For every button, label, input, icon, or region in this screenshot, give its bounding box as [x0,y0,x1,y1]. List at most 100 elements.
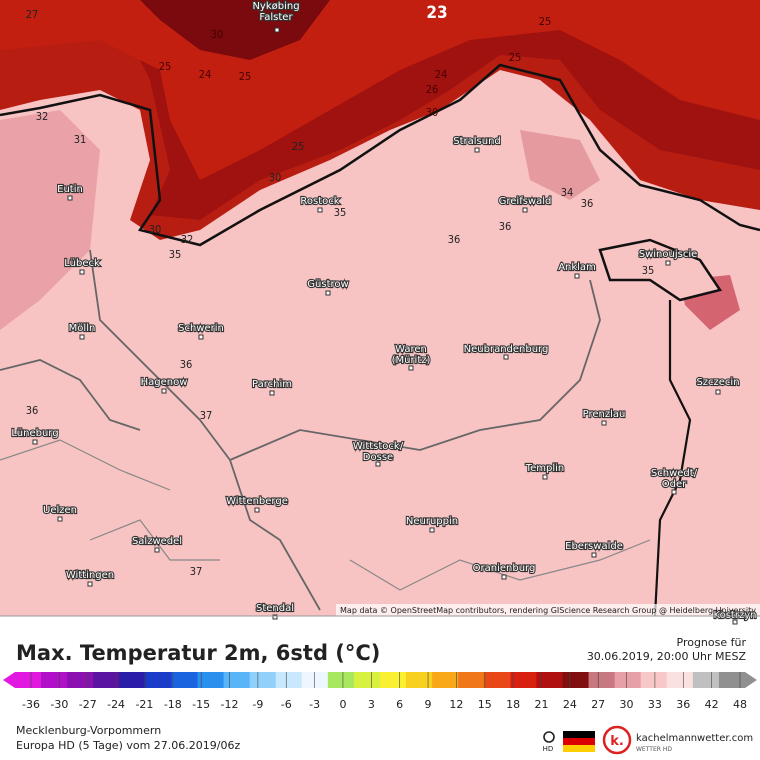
brand: kachelmannwetter.com [636,733,753,744]
colorbar-tick-label: -21 [135,698,153,711]
flag [563,745,595,752]
colorbar-tick-label: 27 [591,698,605,711]
sea-dark [140,0,330,60]
city-label: Lübeck [64,258,100,269]
city-marker [715,389,721,395]
colorbar-swatch [458,672,485,688]
city-label: Mölln [69,323,96,334]
logo-k: k. [610,734,624,749]
isotherm-label: 25 [292,140,305,153]
city-label: Wittstock/ [353,441,404,452]
city-marker [161,388,167,394]
city-label: Oranienburg [473,563,536,574]
colorbar-swatch [614,672,642,688]
colorbar-tick-label: -15 [192,698,210,711]
city-marker [408,365,414,371]
colorbar-swatch [484,672,511,688]
city-label: Güstrow [307,279,348,290]
isotherm-label: 32 [181,233,194,246]
colorbar-swatch [249,672,277,688]
model-run: Europa HD (5 Tage) vom 27.06.2019/06z [16,739,240,752]
map: Map data © OpenStreetMap contributors, r… [0,0,760,625]
isotherm-label: 23 [426,3,447,23]
city-marker [32,439,38,445]
city-label: Rostock [300,196,339,207]
colorbar-swatch [432,672,459,688]
city-marker [665,260,671,266]
city-label: Greifswald [499,196,552,207]
city-label: Waren [395,344,427,355]
colorbar-swatch [145,672,172,688]
city-marker [325,290,331,296]
colorbar-swatch [562,672,590,688]
city-label: Parchim [252,379,292,390]
city-label: Lüneburg [11,428,58,439]
colorbar-tick-label: 33 [648,698,662,711]
city-label: Hagenow [141,377,188,388]
brand-sub: WETTER HD [636,746,672,753]
isotherm-label: 24 [199,68,212,81]
city-label: Stralsund [453,136,501,147]
city-marker [591,552,597,558]
colorbar-swatch [41,672,68,688]
isotherm-label: 25 [539,15,552,28]
city-label: Schwedt/ [651,468,698,479]
colorbar-swatch [666,672,694,688]
colorbar-swatch [380,672,407,688]
colorbar-tick-label: 0 [339,698,346,711]
city-marker [429,527,435,533]
city-marker [501,574,507,580]
isotherm-label: 36 [26,404,39,417]
attribution-bg [336,604,760,616]
isotherm-label: 34 [561,186,574,199]
colorbar-arrow-right [745,672,757,688]
colorbar-tick-label: -12 [221,698,239,711]
warm-area [0,110,100,330]
city-label: Dosse [363,452,393,463]
colorbar-tick-label: 48 [733,698,747,711]
colorbar-tick-label: -36 [22,698,40,711]
city-label: (Müritz) [392,355,431,366]
colorbar-tick-label: 24 [563,698,577,711]
city-label: Anklam [558,262,596,273]
city-label: Uelzen [43,505,77,516]
hd-label: HD [543,745,554,753]
lagoon [598,238,723,302]
colorbar-tick-label: 3 [368,698,375,711]
colorbar-tick-label: -9 [252,698,263,711]
city-label: Eutin [57,184,83,195]
isotherm-label: 35 [334,206,347,219]
search-icon[interactable] [543,731,555,743]
city-label: Prenzlau [583,409,626,420]
colorbar-tick-label: 15 [478,698,492,711]
city-marker [671,489,677,495]
colorbar-tick-label: -3 [309,698,320,711]
state-border [0,249,601,611]
city-marker [254,507,260,513]
coastline [0,63,760,247]
isotherm-label: 36 [180,358,193,371]
colorbar-swatch [223,672,251,688]
colorbar-swatch [15,672,42,688]
colorbar-swatch [197,672,225,688]
colorbar-swatch [119,672,146,688]
city-marker [522,207,528,213]
forecast-label: Prognose für [677,636,747,649]
colorbar-tick-label: -18 [164,698,182,711]
isotherm-label: 37 [190,565,203,578]
isotherm-label: 26 [426,83,439,96]
attribution: Map data © OpenStreetMap contributors, r… [340,606,756,615]
city-label: Szczecin [696,377,739,388]
city-marker [198,334,204,340]
isotherm-label: 31 [74,133,87,146]
city-label: Oder [662,479,687,490]
city-label: Wittingen [66,570,114,581]
city-marker [732,619,738,625]
city-label: Nykøbing [252,1,299,12]
city-label: Salzwedel [132,536,182,547]
city-marker [601,420,607,426]
city-marker [79,334,85,340]
colorbar-tick-label: 21 [534,698,548,711]
colorbar-swatch [275,672,303,688]
